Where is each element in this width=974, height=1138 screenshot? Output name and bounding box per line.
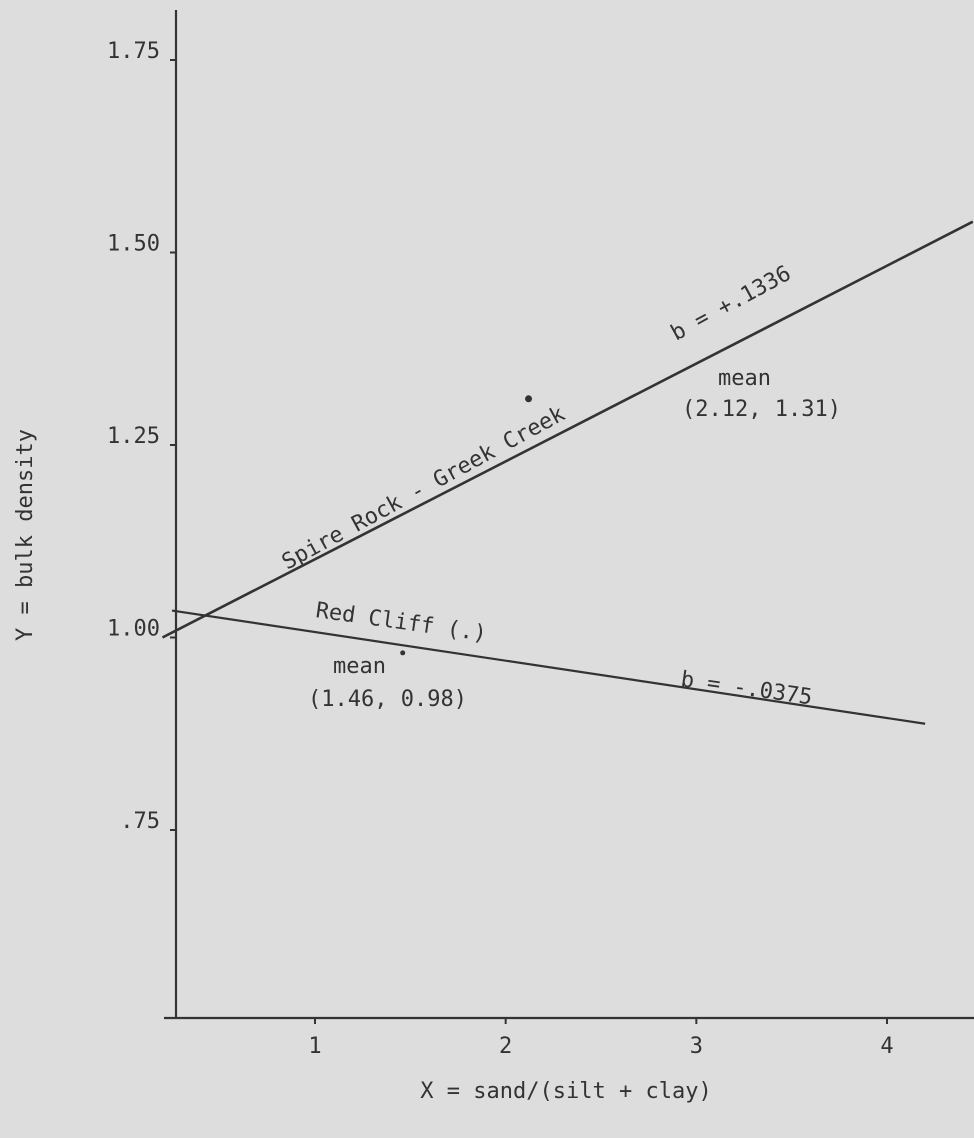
- series-line-red-cliff: [171, 609, 926, 725]
- series-line-spire-rock: [161, 220, 974, 639]
- series: [161, 220, 974, 725]
- mean-value-label-spire-rock: (2.12, 1.31): [682, 397, 841, 422]
- y-axis-label: Y = bulk density: [13, 429, 38, 641]
- mean-point-red-cliff: [400, 650, 406, 656]
- series-name-red-cliff: Red Cliff (.): [314, 598, 488, 647]
- x-tick-label: 1: [308, 1034, 321, 1059]
- y-tick-label: 1.75: [107, 39, 160, 64]
- series-name-spire-rock: Spire Rock - Greek Creek: [278, 402, 569, 576]
- y-tick-label: 1.00: [107, 617, 160, 642]
- y-tick-label: .75: [120, 809, 160, 834]
- x-axis-label: X = sand/(silt + clay): [420, 1079, 711, 1104]
- x-tick-label: 3: [690, 1034, 703, 1059]
- mean-value-label-red-cliff: (1.46, 0.98): [308, 687, 467, 712]
- x-tick-label: 4: [880, 1034, 893, 1059]
- mean-point-spire-rock: [525, 395, 533, 403]
- y-tick-label: 1.50: [107, 232, 160, 257]
- axes: [164, 10, 974, 1020]
- y-tick-label: 1.25: [107, 424, 160, 449]
- slope-label-spire-rock: b = +.1336: [667, 261, 795, 346]
- mean-label-spire-rock: mean: [718, 366, 771, 391]
- x-tick-label: 2: [499, 1034, 512, 1059]
- ticks: .75 1.00 1.25 1.50 1.75 1 2 3 4: [107, 39, 894, 1059]
- mean-label-red-cliff: mean: [333, 654, 386, 679]
- slope-label-red-cliff: b = -.0375: [679, 667, 814, 710]
